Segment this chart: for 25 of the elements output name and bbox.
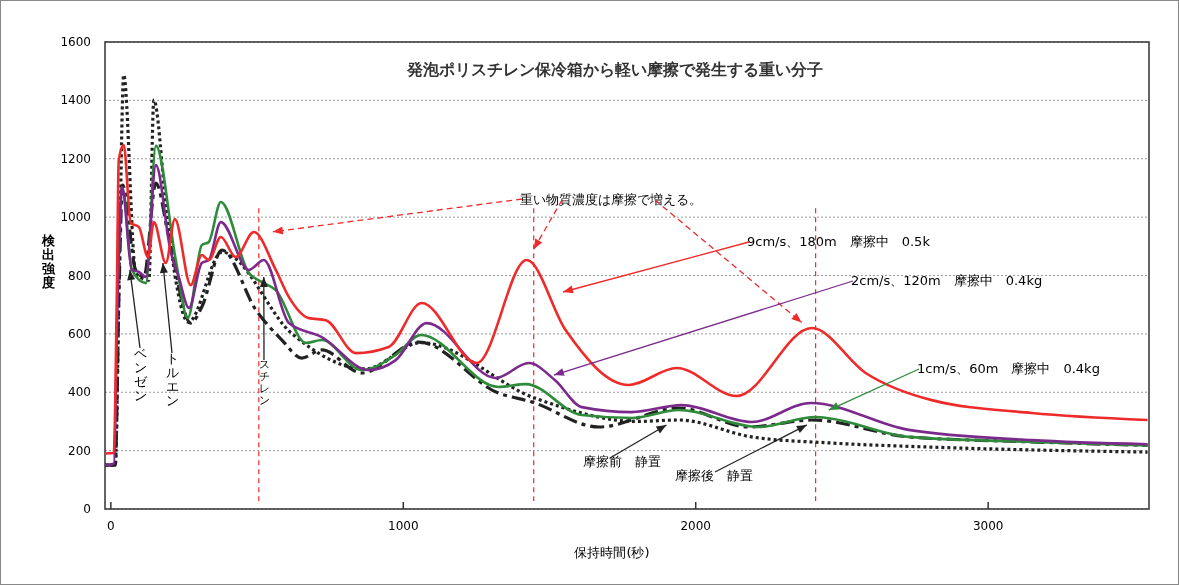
x-tick-label: 0 [107, 519, 115, 533]
y-tick-label: 400 [68, 385, 91, 400]
annotation: 9cm/s、180m 摩擦中 0.5k [747, 234, 931, 249]
x-tick-label: 1000 [388, 519, 419, 533]
annotation: 2cm/s、120m 摩擦中 0.4kg [851, 273, 1043, 288]
y-tick-label: 1600 [60, 35, 91, 49]
annotation: ベンゼン [133, 346, 148, 404]
annotation: スチレン [258, 358, 270, 407]
y-axis-title: 検出強度 [40, 233, 56, 291]
y-tick-label: 800 [68, 268, 91, 283]
text: 発泡ポリスチレン保冷箱から軽い摩擦で発生する重い分子 [406, 61, 823, 79]
y-tick-label: 1400 [60, 93, 91, 108]
annotation: 1cm/s、60m 摩擦中 0.4kg [917, 361, 1100, 376]
x-tick-label: 2000 [680, 519, 711, 533]
y-tick-label: 0 [83, 502, 91, 516]
annotation: トルエン [165, 351, 179, 409]
x-tick-label: 3000 [972, 519, 1004, 533]
y-tick-label: 1200 [60, 151, 91, 166]
annotation: 重い物質濃度は摩擦で増える。 [520, 192, 702, 207]
y-tick-label: 1000 [60, 210, 91, 225]
annotation: 摩擦後 静置 [675, 468, 753, 483]
y-tick-label: 600 [68, 326, 91, 341]
annotation: 摩擦前 静置 [583, 454, 661, 469]
y-tick-label: 200 [68, 443, 91, 458]
x-axis-title: 保持時間(秒) [574, 545, 650, 560]
